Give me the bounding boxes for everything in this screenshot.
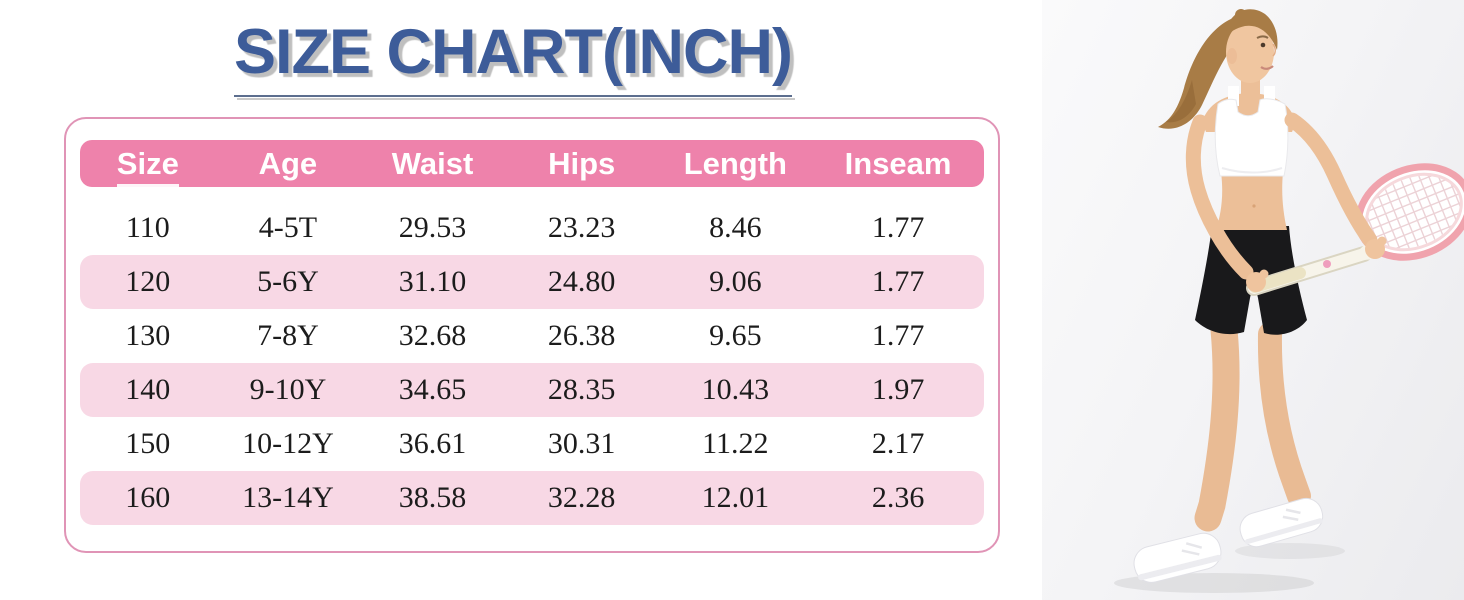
table-row-130: 130 7-8Y 32.68 26.38 9.65 1.77 <box>80 309 984 363</box>
table-row-160: 160 13-14Y 38.58 32.28 12.01 2.36 <box>80 471 984 525</box>
table-row-150: 150 10-12Y 36.61 30.31 11.22 2.17 <box>80 417 984 471</box>
table-cell: 11.22 <box>702 427 769 460</box>
title-underline <box>234 95 792 97</box>
table-cell: 1.97 <box>871 373 925 406</box>
table-cell: 38.58 <box>398 481 467 514</box>
size-chart-title: SIZE CHART(INCH) <box>234 17 793 87</box>
table-cell: 10.43 <box>701 373 770 406</box>
eyebrow <box>1256 35 1269 39</box>
column-header-size-label: Size <box>116 146 179 187</box>
white-crop-top <box>1214 86 1289 177</box>
table-cell: 36.61 <box>398 427 467 460</box>
column-header-age-label: Age <box>258 146 318 181</box>
table-cell: 1.77 <box>871 211 925 244</box>
column-header-size: Size <box>80 146 216 187</box>
column-header-age: Age <box>216 148 361 179</box>
racket-logo <box>1323 260 1331 268</box>
table-cell: 7-8Y <box>257 319 319 352</box>
table-cell: 32.68 <box>398 319 467 352</box>
table-cell: 8.46 <box>709 211 762 244</box>
table-cell: 9-10Y <box>249 373 327 406</box>
table-cell: 9.65 <box>709 319 762 352</box>
column-header-waist: Waist <box>360 148 505 179</box>
column-header-hips: Hips <box>505 148 659 179</box>
sneaker-back <box>1239 497 1324 548</box>
hair-ponytail <box>1158 16 1246 129</box>
table-cell: 9.06 <box>709 265 762 298</box>
table-cell: 4-5T <box>258 211 318 244</box>
head <box>1226 21 1276 96</box>
column-header-length: Length <box>659 148 813 179</box>
midriff <box>1216 172 1287 230</box>
arms <box>1185 112 1387 292</box>
table-cell: 160 <box>125 481 171 514</box>
table-cell: 110 <box>125 211 170 244</box>
eye <box>1260 42 1266 48</box>
table-cell: 31.10 <box>398 265 467 298</box>
table-cell: 34.65 <box>398 373 467 406</box>
column-header-waist-label: Waist <box>391 146 474 181</box>
table-cell: 5-6Y <box>257 265 319 298</box>
table-cell: 23.23 <box>547 211 616 244</box>
table-cell: 2.36 <box>871 481 925 514</box>
column-header-inseam-label: Inseam <box>844 146 952 181</box>
mouth <box>1260 65 1274 70</box>
table-cell: 2.17 <box>871 427 925 460</box>
hair-crown <box>1225 9 1278 50</box>
racket-strings <box>1357 162 1464 262</box>
table-header-row: Size Age Waist Hips Length Inseam <box>80 140 984 187</box>
table-cell: 140 <box>125 373 171 406</box>
table-cell: 28.35 <box>547 373 616 406</box>
table-cell: 130 <box>125 319 171 352</box>
column-header-inseam: Inseam <box>812 148 984 179</box>
table-cell: 29.53 <box>398 211 467 244</box>
table-cell: 12.01 <box>701 481 770 514</box>
column-header-hips-label: Hips <box>548 146 616 181</box>
legs <box>1194 316 1311 532</box>
sneaker-front <box>1133 532 1222 583</box>
table-cell: 120 <box>125 265 171 298</box>
table-row-120: 120 5-6Y 31.10 24.80 9.06 1.77 <box>80 255 984 309</box>
table-row-110: 110 4-5T 29.53 23.23 8.46 1.77 <box>80 201 984 255</box>
model-photo <box>1042 0 1464 600</box>
girl-illustration <box>1114 9 1464 593</box>
table-cell: 32.28 <box>547 481 616 514</box>
column-header-length-label: Length <box>683 146 787 181</box>
table-cell: 26.38 <box>547 319 616 352</box>
table-cell: 1.77 <box>871 265 925 298</box>
table-cell: 10-12Y <box>242 427 334 460</box>
table-cell: 24.80 <box>547 265 616 298</box>
size-table-card: Size Age Waist Hips Length Inseam 110 4-… <box>64 117 1000 553</box>
table-row-140: 140 9-10Y 34.65 28.35 10.43 1.97 <box>80 363 984 417</box>
table-cell: 13-14Y <box>242 481 334 514</box>
table-cell: 30.31 <box>547 427 616 460</box>
table-cell: 1.77 <box>871 319 925 352</box>
table-cell: 150 <box>125 427 171 460</box>
table-body: 110 4-5T 29.53 23.23 8.46 1.77 120 5-6Y … <box>80 201 984 525</box>
page-title-block: SIZE CHART(INCH) <box>234 14 793 97</box>
